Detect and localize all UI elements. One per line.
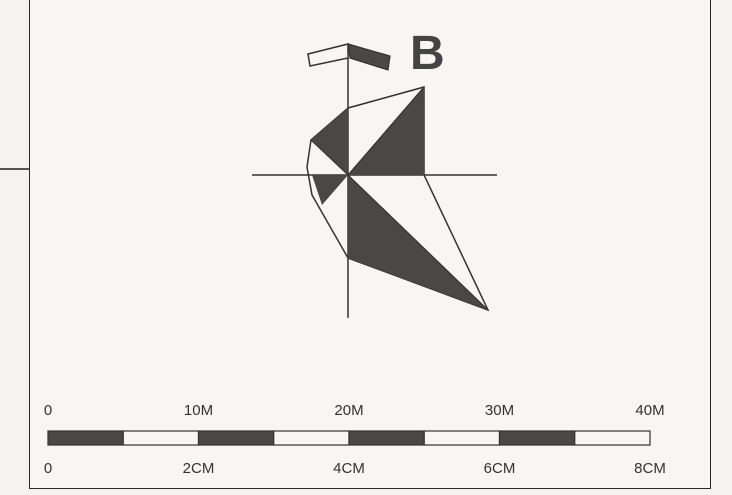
wedge-west (312, 175, 348, 205)
scale-segment (574, 430, 651, 446)
north-flag-dark (347, 43, 391, 71)
scale-tick-label: 30M (484, 402, 515, 419)
scale-tick-label: 10M (183, 402, 214, 419)
scale-bar (47, 430, 651, 446)
scale-tick-label: 0 (43, 402, 53, 419)
scale-segment (122, 430, 200, 446)
scale-segment (197, 430, 275, 446)
scale-segment (273, 430, 350, 446)
scale-tick-label: 0 (43, 460, 53, 477)
scale-tick-label: 2CM (182, 460, 215, 477)
scale-tick-label: 4CM (333, 460, 365, 477)
scale-tick-label: 8CM (634, 460, 666, 477)
diagram-label: B (410, 27, 445, 80)
scale-segment (47, 430, 124, 446)
left-edge-rule (0, 168, 29, 170)
scale-tick-label: 20M (334, 402, 364, 419)
scale-tick-label: 6CM (483, 460, 516, 477)
scale-tick-label: 40M (635, 402, 665, 419)
spoke-ne-top (347, 86, 425, 109)
spoke-se (347, 174, 489, 311)
scale-segment (423, 430, 501, 446)
wedge-northwest (311, 108, 348, 175)
scale-segment (498, 430, 576, 446)
spoke-nw (310, 139, 349, 176)
north-flag-white (307, 43, 349, 67)
scale-segment (348, 430, 425, 446)
spoke-ne (347, 86, 425, 176)
